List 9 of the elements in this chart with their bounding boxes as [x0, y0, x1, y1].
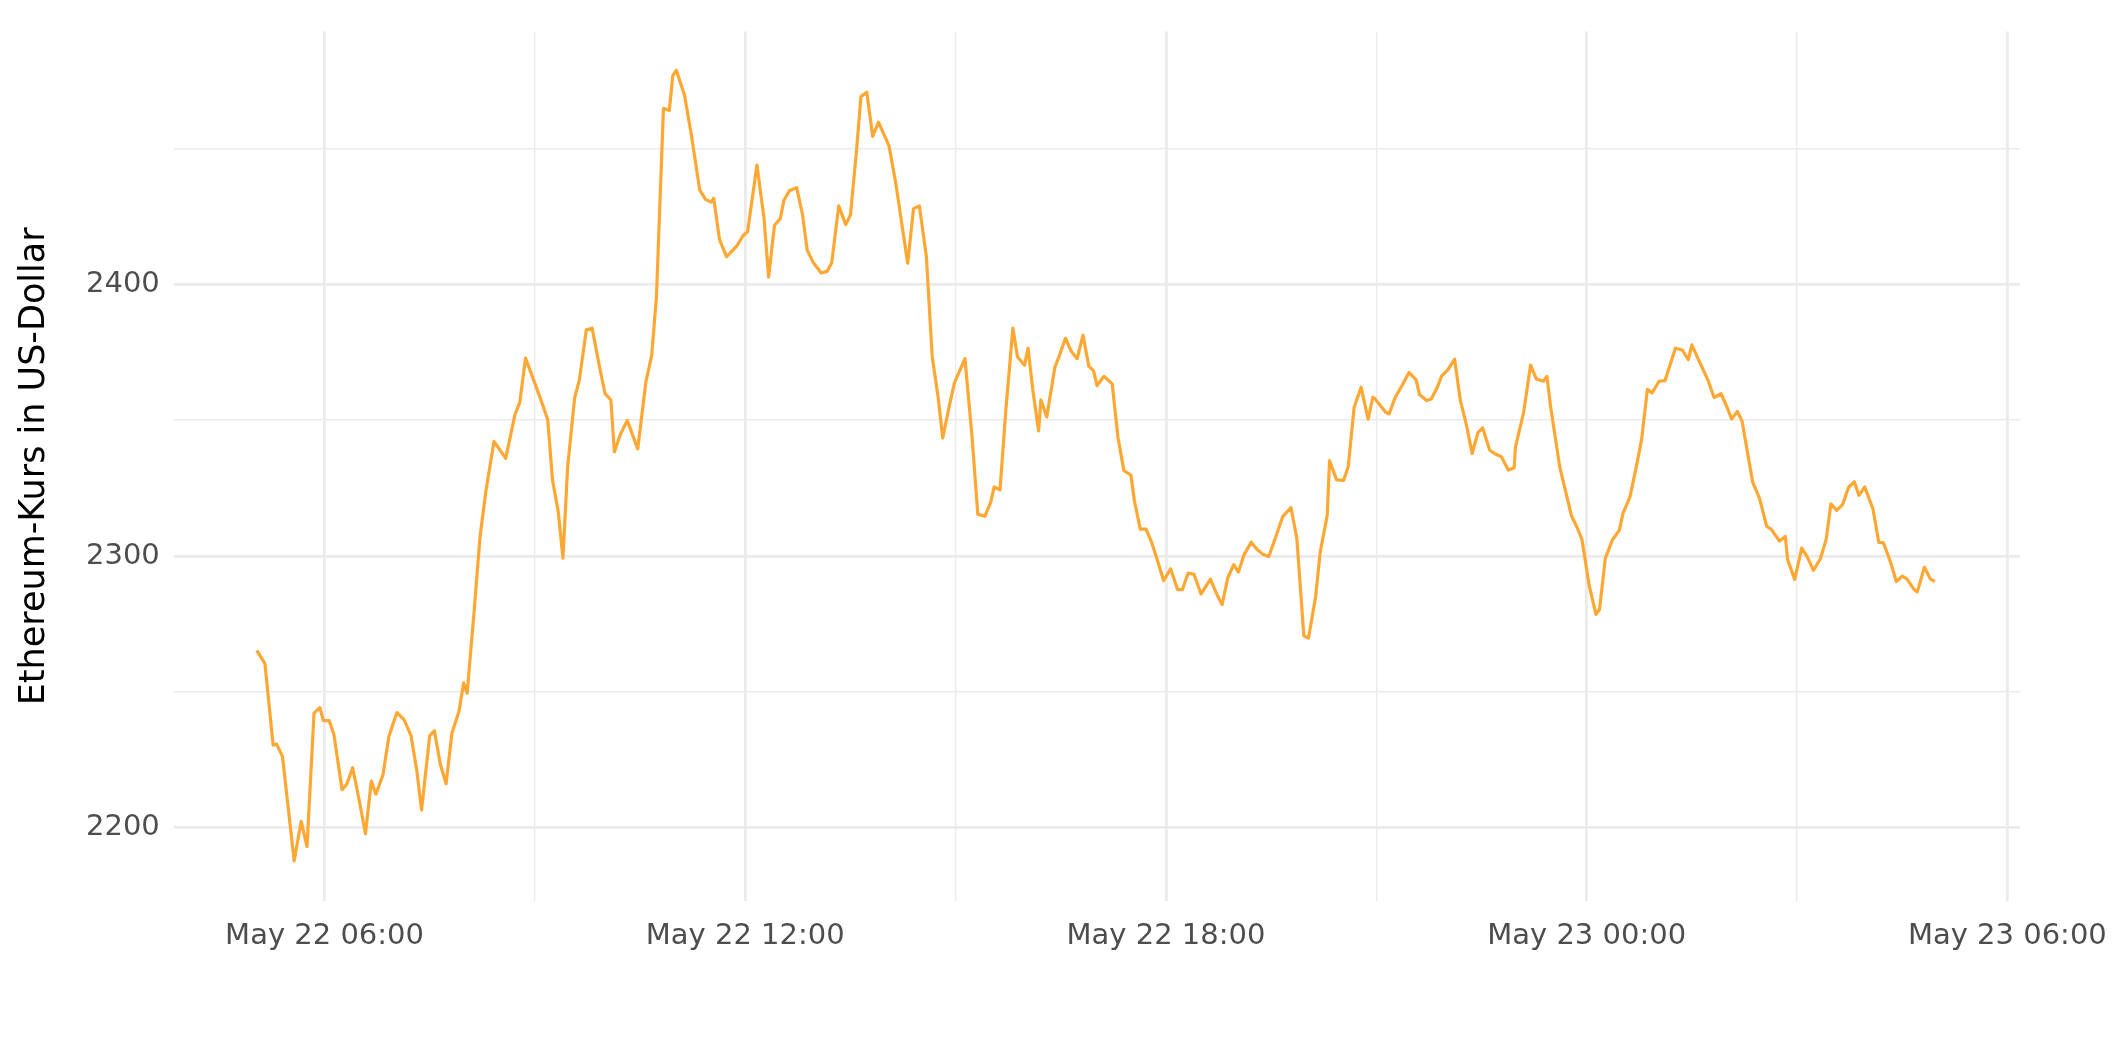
- y-tick-label: 2300: [85, 536, 160, 571]
- x-tick-label: May 23 00:00: [1487, 917, 1687, 952]
- x-tick-label: May 22 06:00: [225, 917, 424, 952]
- y-tick-label: 2400: [85, 264, 160, 299]
- y-tick-label: 2200: [85, 808, 160, 843]
- x-tick-label: May 22 12:00: [645, 917, 845, 952]
- y-axis-title: Ethereum-Kurs in US-Dollar: [12, 226, 53, 706]
- x-tick-label: May 22 18:00: [1066, 917, 1266, 952]
- x-tick-label: May 23 06:00: [1907, 917, 2107, 952]
